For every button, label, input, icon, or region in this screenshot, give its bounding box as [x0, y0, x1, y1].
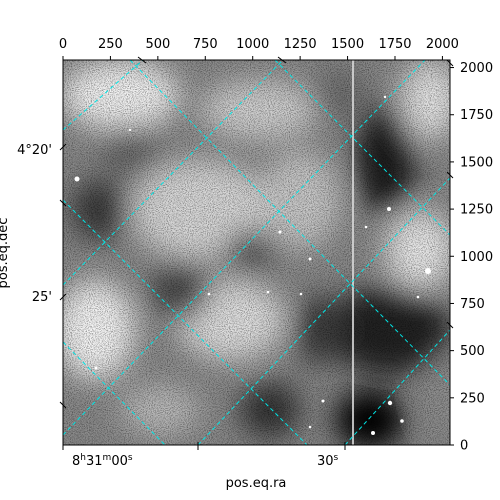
grid-line: [63, 199, 308, 445]
right-tick-label: 1500: [460, 155, 493, 170]
plot-frame: [62, 59, 451, 446]
top-pixel-axis: 0 250 500 750 1000 1250 1500 1750 2000: [59, 37, 459, 60]
world-ticks: [59, 56, 454, 450]
ra-tick-mark: [446, 171, 454, 179]
ra-tick-mark: [446, 59, 454, 67]
ra-tick-mark: [137, 56, 147, 64]
ra-tick-label: 30s: [317, 453, 339, 469]
right-tick-label: 0: [460, 439, 468, 454]
grid-line: [197, 177, 450, 445]
right-tick-label: 1250: [460, 203, 493, 218]
right-tick-label: 250: [460, 391, 485, 406]
right-tick-label: 500: [460, 344, 485, 359]
y-axis-label: pos.eq.dec: [0, 218, 11, 289]
top-tick-label: 0: [59, 37, 67, 52]
top-tick-label: 1000: [236, 37, 269, 52]
x-axis-label: pos.eq.ra: [226, 476, 287, 491]
top-tick-label: 1500: [331, 37, 364, 52]
dec-tick-label: 25': [32, 290, 52, 305]
top-tick-label: 500: [145, 37, 170, 52]
grid-line: [63, 60, 426, 436]
grid-line: [63, 60, 144, 131]
ra-tick-mark: [446, 321, 454, 329]
dec-tick-mark: [59, 199, 67, 207]
grid-line: [129, 60, 450, 386]
right-tick-label: 1750: [460, 108, 493, 123]
dec-tick-mark: [59, 401, 67, 409]
right-tick-label: 1000: [460, 250, 493, 265]
coordinate-grid: [63, 60, 450, 445]
top-tick-label: 250: [98, 37, 123, 52]
image-panel: [63, 60, 450, 445]
grid-line: [63, 341, 166, 445]
right-tick-label: 2000: [460, 61, 493, 76]
stars: [74, 95, 431, 435]
grid-line: [274, 60, 450, 236]
grid-line: [344, 329, 450, 445]
grid-line: [63, 60, 284, 286]
top-tick-label: 1250: [284, 37, 317, 52]
top-tick-label: 1750: [378, 37, 411, 52]
ra-tick-mark: [277, 56, 287, 64]
top-tick-label: 2000: [426, 37, 459, 52]
dec-tick-label: 4°20': [17, 143, 52, 158]
dec-tick-mark: [59, 143, 67, 151]
top-tick-label: 750: [193, 37, 218, 52]
dec-tick-mark: [59, 293, 67, 301]
ra-tick-label: 8h31m00s: [72, 453, 133, 469]
right-tick-label: 750: [460, 297, 485, 312]
right-pixel-axis: 0 250 500 750 1000 1250 1500 1750 2000: [450, 61, 493, 454]
